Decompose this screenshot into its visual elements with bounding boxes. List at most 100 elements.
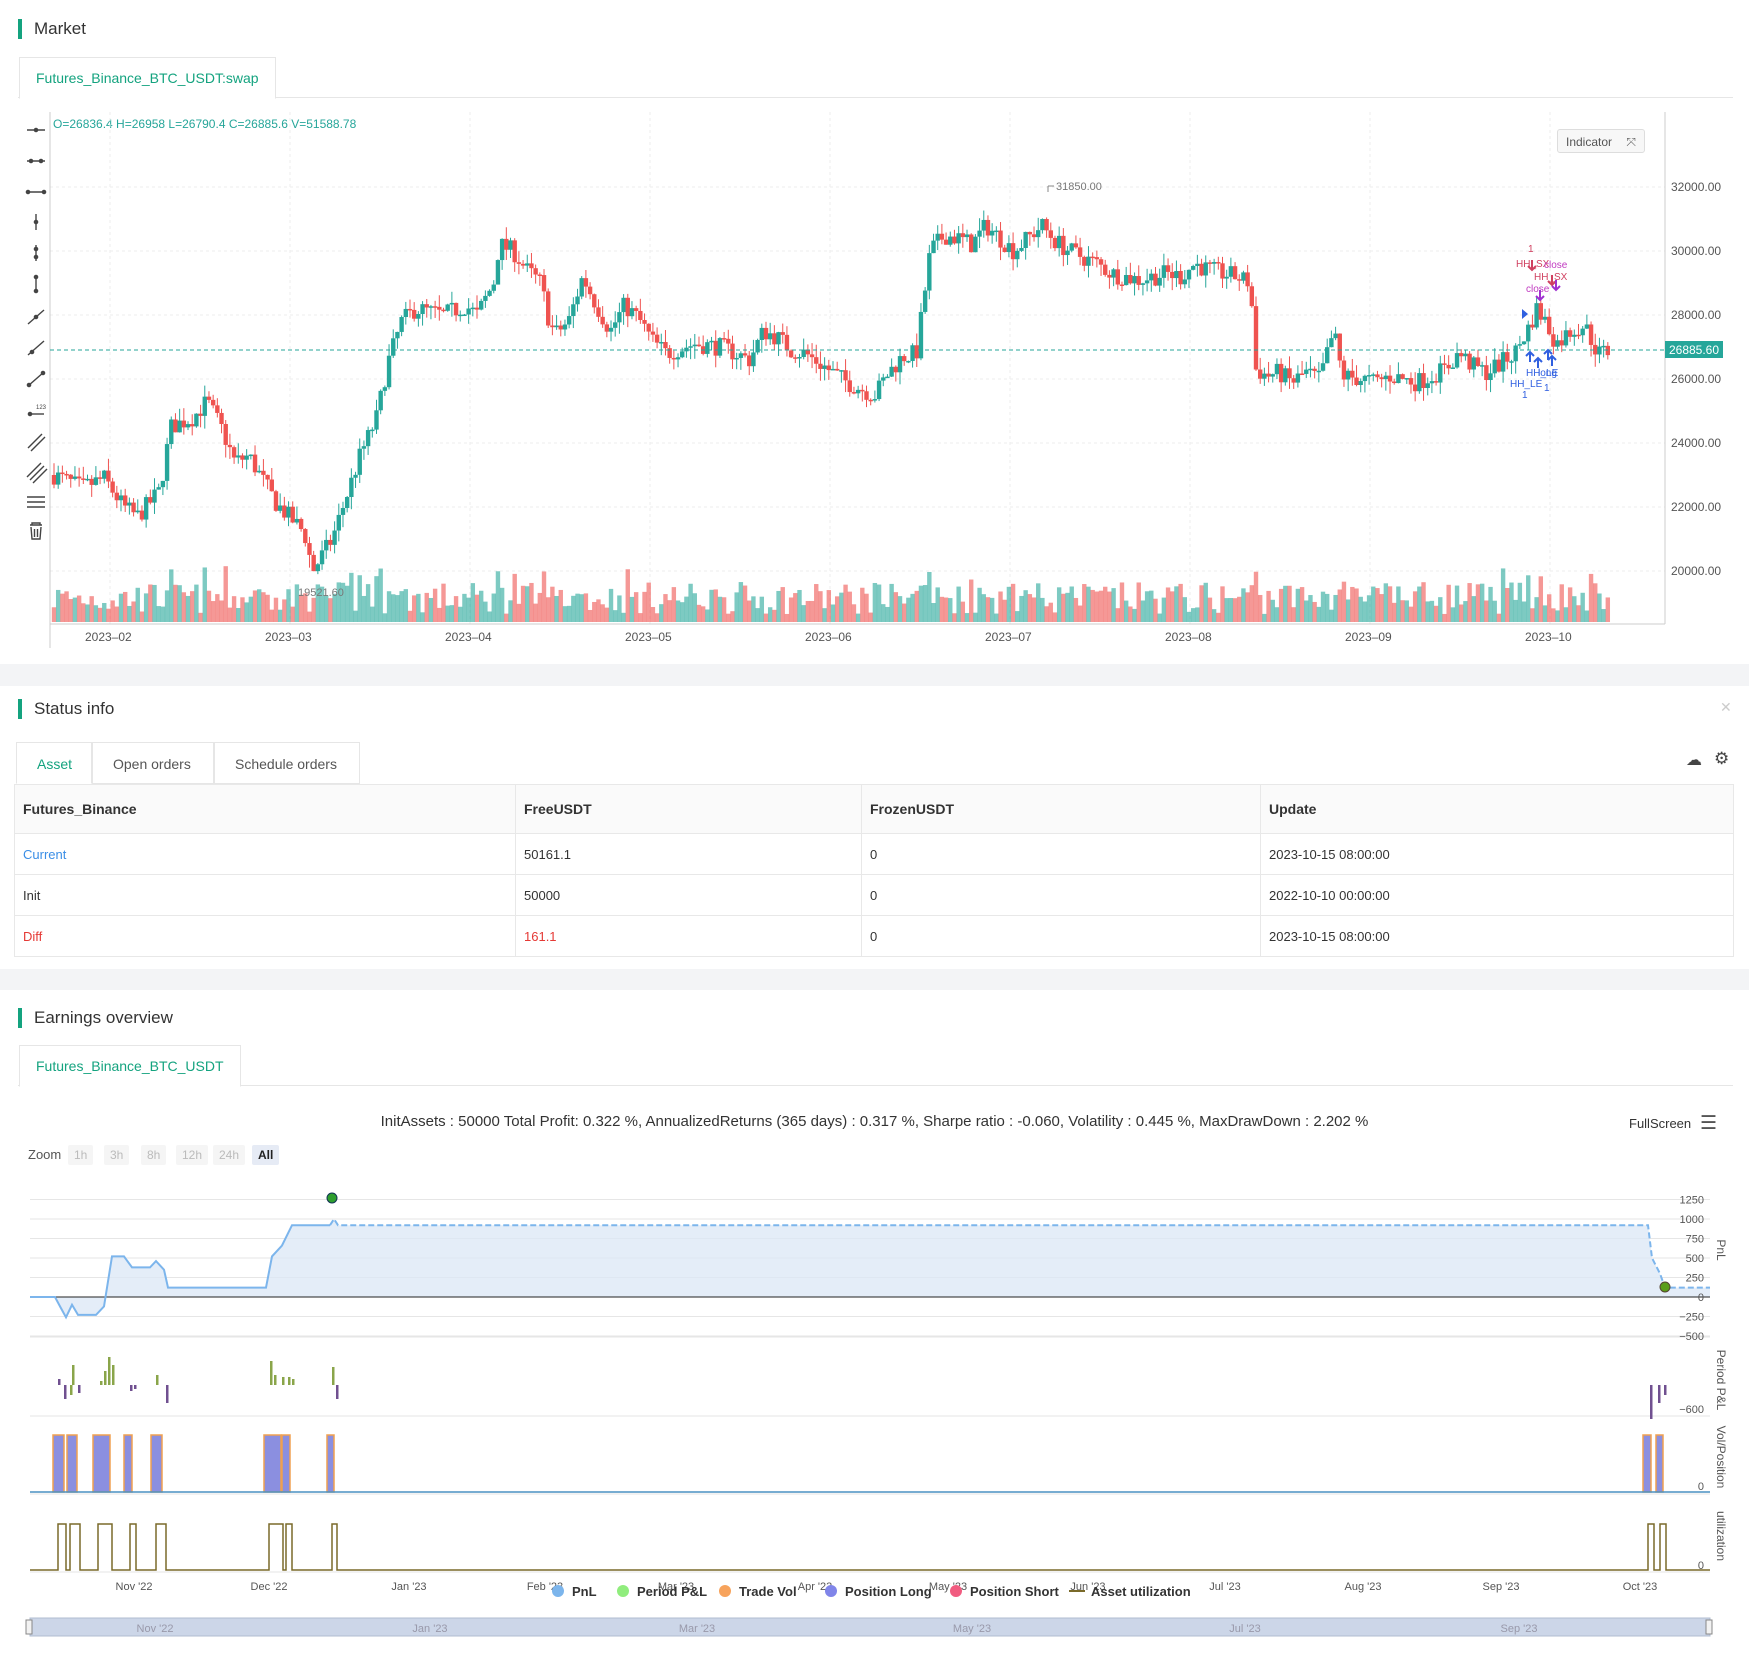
tab-asset[interactable]: Asset [16, 742, 92, 784]
zoom-1h[interactable]: 1h [68, 1145, 94, 1165]
volume-bar [445, 605, 450, 622]
fibonacci-lines-icon[interactable] [27, 496, 45, 508]
volume-bar [1274, 607, 1280, 622]
ray-line-icon[interactable] [27, 340, 45, 356]
navigator-tick-label: Nov '22 [137, 1623, 174, 1635]
period-pnl-bar [1650, 1385, 1653, 1419]
candle-body [1312, 368, 1317, 371]
vertical-segment-icon[interactable] [33, 245, 39, 261]
segment-line-icon[interactable] [26, 370, 46, 388]
candle-body [1232, 266, 1238, 280]
volume-bar [1115, 608, 1120, 622]
trash-icon[interactable] [30, 522, 42, 540]
menu-icon[interactable]: ☰ [1700, 1113, 1718, 1134]
volume-bar [483, 601, 488, 622]
candle-body [843, 370, 848, 381]
volume-bar [110, 600, 115, 622]
navigator-handle-left[interactable] [25, 1619, 33, 1635]
volume-bar [269, 609, 274, 622]
candlestick-chart[interactable]: 32000.00 30000.00 28000.00 26000.00 24000.00… [0, 0, 1749, 664]
candle-body [382, 387, 388, 391]
candle-body [1270, 374, 1275, 377]
tab-open-orders[interactable]: Open orders [92, 742, 214, 784]
close-icon[interactable]: ✕ [1720, 699, 1732, 715]
market-tab[interactable]: Futures_Binance_BTC_USDT:swap [19, 57, 276, 99]
volume-bars [51, 566, 1611, 622]
candle-body [1061, 235, 1066, 256]
time-tick-label: Apr '23 [798, 1581, 833, 1593]
volume-bar [659, 604, 664, 622]
volume-bar [349, 572, 354, 622]
volume-bar [633, 592, 639, 622]
zoom-8h[interactable]: 8h [141, 1145, 167, 1165]
earnings-tab[interactable]: Futures_Binance_BTC_USDT [19, 1045, 241, 1087]
candle-body [989, 230, 995, 236]
volume-bar [726, 613, 731, 622]
trend-line-icon[interactable] [27, 309, 45, 325]
volume-bar [692, 593, 697, 622]
volume-bar [244, 602, 249, 622]
candle-body [1534, 303, 1539, 328]
candle-body [181, 420, 187, 428]
candle-body [914, 345, 919, 359]
tab-schedule-orders[interactable]: Schedule orders [214, 742, 360, 784]
price-line-icon[interactable]: 123 [27, 405, 47, 417]
volume-bar [860, 587, 865, 622]
vertical-ray-icon[interactable] [33, 214, 39, 230]
navigator[interactable] [29, 1617, 1711, 1637]
horizontal-ray-icon[interactable] [27, 127, 45, 133]
volume-bar [428, 597, 434, 622]
zoom-3h[interactable]: 3h [104, 1145, 130, 1165]
pnl-tick-label: 250 [1686, 1273, 1704, 1285]
candle-body [85, 478, 90, 481]
candle-body [546, 291, 551, 326]
volume-bar [1040, 597, 1045, 622]
zoom-all[interactable]: All [252, 1145, 280, 1165]
candle-body [1170, 271, 1175, 279]
volume-bar [1605, 597, 1611, 622]
volume-bar [1257, 594, 1263, 622]
volume-bar [1425, 601, 1430, 622]
cloud-download-icon[interactable]: ☁ [1686, 752, 1702, 769]
volume-bar [324, 595, 329, 622]
zoom-12h[interactable]: 12h [176, 1145, 209, 1165]
extended-line-icon[interactable] [25, 189, 47, 195]
volume-bar [654, 613, 660, 622]
candle-body [680, 351, 685, 358]
candle-body [374, 410, 379, 430]
volume-bar [1090, 589, 1095, 622]
parallel-lines-icon[interactable] [27, 433, 46, 452]
candle-body [294, 518, 300, 523]
volume-bar [1358, 596, 1363, 622]
zoom-24h[interactable]: 24h [213, 1145, 246, 1165]
candle-body [508, 240, 513, 250]
expand-icon[interactable]: ⤧ [1626, 135, 1636, 149]
candle-body [1304, 369, 1309, 374]
volume-bar [202, 567, 207, 622]
candle-body [1417, 373, 1422, 392]
volume-bar [1094, 591, 1100, 622]
candle-body [818, 363, 823, 369]
candle-body [370, 429, 375, 432]
volume-bar [1278, 588, 1284, 622]
navigator-handle-right[interactable] [1705, 1619, 1713, 1635]
volume-bar [470, 583, 476, 622]
gear-icon[interactable]: ⚙ [1714, 749, 1730, 768]
horizontal-line-icon[interactable] [27, 158, 45, 164]
fullscreen-button[interactable]: FullScreen [1629, 1116, 1692, 1131]
volume-bar [135, 587, 140, 622]
legend-label: Period P&L [637, 1584, 707, 1599]
channel-lines-icon[interactable] [26, 462, 48, 484]
candle-body [139, 510, 145, 520]
volume-bar [901, 603, 907, 622]
row-label-current[interactable]: Current [14, 833, 516, 875]
volume-bar [989, 597, 995, 622]
vertical-line-icon[interactable] [33, 274, 39, 294]
volume-bar [1174, 586, 1179, 622]
candle-body [956, 233, 961, 244]
candle-body [927, 253, 932, 291]
volume-bar [462, 593, 467, 622]
indicator-button[interactable]: Indicator ⤧ [1557, 129, 1645, 153]
